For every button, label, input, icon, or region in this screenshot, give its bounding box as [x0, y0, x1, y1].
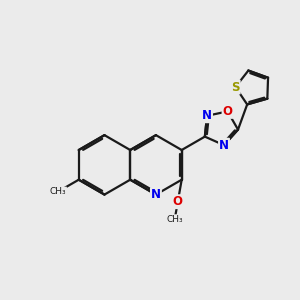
- Text: O: O: [223, 105, 232, 118]
- Text: CH₃: CH₃: [167, 215, 183, 224]
- Text: S: S: [231, 81, 240, 94]
- Text: N: N: [202, 109, 212, 122]
- Text: O: O: [173, 195, 183, 208]
- Text: CH₃: CH₃: [50, 187, 66, 196]
- Text: N: N: [151, 188, 161, 201]
- Text: N: N: [219, 139, 229, 152]
